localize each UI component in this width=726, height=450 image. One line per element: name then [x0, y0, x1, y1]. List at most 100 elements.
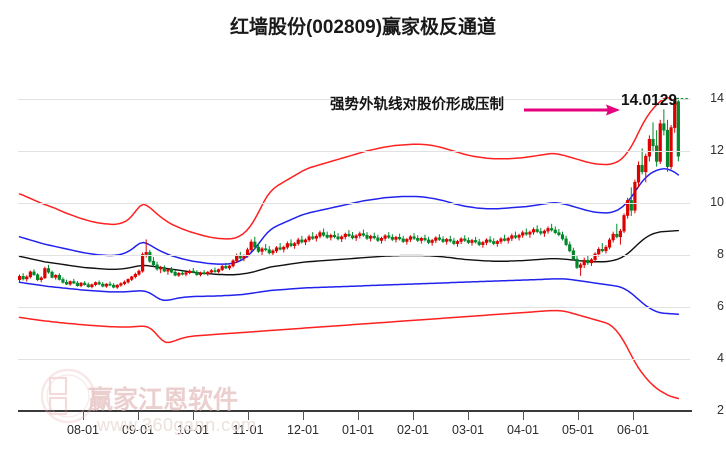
candlestick — [459, 237, 463, 245]
candle-body — [629, 200, 633, 211]
price-chart-canvas — [18, 96, 690, 400]
candlestick — [539, 227, 543, 236]
candlestick — [126, 278, 130, 284]
candle-body — [593, 253, 597, 260]
candle-body — [655, 145, 659, 162]
candle-body — [57, 274, 61, 280]
candlestick — [43, 266, 47, 279]
candlestick — [64, 279, 69, 286]
candlestick — [264, 244, 268, 252]
candlestick — [311, 232, 315, 240]
candle-body — [611, 233, 615, 241]
candle-body — [329, 234, 333, 238]
candlestick — [329, 233, 333, 241]
candlestick — [340, 235, 344, 242]
candle-body — [441, 239, 445, 242]
candlestick — [412, 233, 416, 240]
candlestick — [611, 231, 615, 243]
candle-body — [72, 281, 76, 284]
candlestick — [636, 161, 641, 188]
x-axis-tick-label: 05-01 — [562, 423, 594, 437]
candle-body — [119, 283, 123, 286]
candlestick — [166, 268, 170, 275]
candlestick — [466, 237, 470, 245]
candlestick — [285, 241, 289, 250]
candlestick — [332, 231, 337, 239]
candle-body — [455, 241, 460, 244]
candlestick — [122, 280, 127, 286]
candlestick — [463, 235, 467, 242]
candle-body — [513, 235, 518, 238]
candlestick — [245, 247, 250, 258]
candlestick — [502, 234, 507, 242]
candle-body — [267, 249, 271, 254]
candlestick — [560, 231, 565, 241]
candlestick — [75, 281, 80, 287]
candle-body — [560, 234, 565, 240]
candle-body — [470, 240, 474, 243]
x-axis-tick-label: 02-01 — [397, 423, 429, 437]
candlestick — [184, 271, 188, 277]
candle-body — [669, 127, 673, 167]
candlestick — [484, 238, 489, 246]
x-axis-tick-mark — [468, 411, 469, 420]
candle-body — [546, 228, 550, 232]
candle-body — [242, 255, 246, 259]
candlestick — [97, 280, 101, 286]
gridline — [18, 255, 690, 256]
candlestick — [578, 262, 583, 276]
candle-body — [437, 237, 442, 240]
candlestick — [25, 275, 29, 282]
gridline — [18, 411, 690, 412]
candlestick — [133, 272, 137, 279]
candle-body — [249, 241, 253, 251]
candlestick — [597, 247, 601, 257]
candlestick — [379, 236, 384, 244]
candle-body — [50, 271, 54, 278]
candlestick — [260, 247, 264, 255]
candlestick — [68, 280, 72, 286]
candle-body — [274, 247, 279, 252]
candle-body — [607, 239, 612, 248]
candlestick — [517, 233, 521, 241]
candle-body — [376, 237, 380, 241]
candle-body — [390, 237, 394, 240]
candle-body — [311, 236, 315, 239]
candlestick — [445, 237, 449, 245]
x-axis-tick-label: 06-01 — [617, 423, 649, 437]
y-axis-tick-label: 10 — [710, 195, 724, 209]
x-axis-tick-label: 10-01 — [177, 423, 209, 437]
candle-body — [452, 240, 456, 244]
candlestick — [369, 234, 373, 242]
candlestick — [119, 282, 123, 287]
candlestick — [206, 271, 210, 276]
candlestick — [586, 255, 590, 265]
candle-body — [383, 235, 387, 239]
candle-body — [571, 250, 575, 260]
candle-body — [137, 270, 141, 275]
candlestick — [21, 273, 25, 281]
candle-body — [604, 246, 608, 252]
candle-body — [361, 233, 366, 236]
candle-body — [25, 276, 29, 280]
x-axis-tick-label: 04-01 — [507, 423, 539, 437]
candlestick — [293, 242, 297, 249]
candlestick — [481, 240, 485, 248]
candle-body — [365, 234, 369, 239]
channel-line — [18, 309, 680, 400]
candlestick — [35, 273, 40, 281]
y-axis-tick-label: 4 — [717, 351, 724, 365]
candle-body — [426, 239, 431, 243]
candlestick — [495, 239, 499, 247]
candlestick — [224, 262, 228, 270]
candlestick — [665, 119, 670, 172]
candle-body — [542, 230, 546, 234]
candlestick — [550, 223, 554, 232]
candlestick — [557, 229, 561, 237]
candle-body — [198, 272, 203, 276]
candle-body — [162, 267, 166, 272]
candlestick — [434, 236, 438, 244]
candlestick — [430, 238, 434, 246]
annotation-label: 强势外轨线对股价形成压制 — [330, 97, 504, 113]
candlestick — [343, 232, 347, 240]
